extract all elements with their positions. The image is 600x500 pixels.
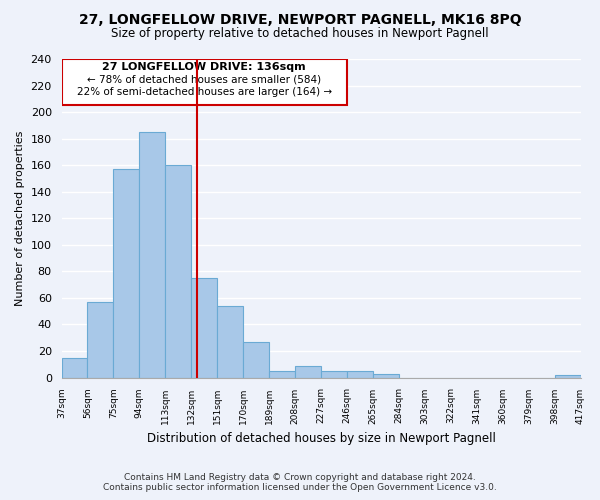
Text: 22% of semi-detached houses are larger (164) →: 22% of semi-detached houses are larger (… <box>77 87 332 97</box>
Text: Contains HM Land Registry data © Crown copyright and database right 2024.
Contai: Contains HM Land Registry data © Crown c… <box>103 473 497 492</box>
Bar <box>166 165 191 378</box>
Bar <box>139 132 166 378</box>
Bar <box>217 306 243 378</box>
Bar <box>113 169 139 378</box>
Bar <box>269 371 295 378</box>
Bar <box>373 374 399 378</box>
Bar <box>88 302 113 378</box>
Text: ← 78% of detached houses are smaller (584): ← 78% of detached houses are smaller (58… <box>87 75 322 85</box>
Bar <box>554 375 581 378</box>
Bar <box>191 278 217 378</box>
Bar <box>243 342 269 378</box>
Bar <box>62 59 347 106</box>
Text: 27 LONGFELLOW DRIVE: 136sqm: 27 LONGFELLOW DRIVE: 136sqm <box>103 62 306 72</box>
Bar <box>321 371 347 378</box>
Bar <box>347 371 373 378</box>
Text: 27, LONGFELLOW DRIVE, NEWPORT PAGNELL, MK16 8PQ: 27, LONGFELLOW DRIVE, NEWPORT PAGNELL, M… <box>79 12 521 26</box>
Y-axis label: Number of detached properties: Number of detached properties <box>15 130 25 306</box>
Bar <box>62 358 88 378</box>
Text: Size of property relative to detached houses in Newport Pagnell: Size of property relative to detached ho… <box>111 28 489 40</box>
Bar <box>295 366 321 378</box>
X-axis label: Distribution of detached houses by size in Newport Pagnell: Distribution of detached houses by size … <box>146 432 496 445</box>
